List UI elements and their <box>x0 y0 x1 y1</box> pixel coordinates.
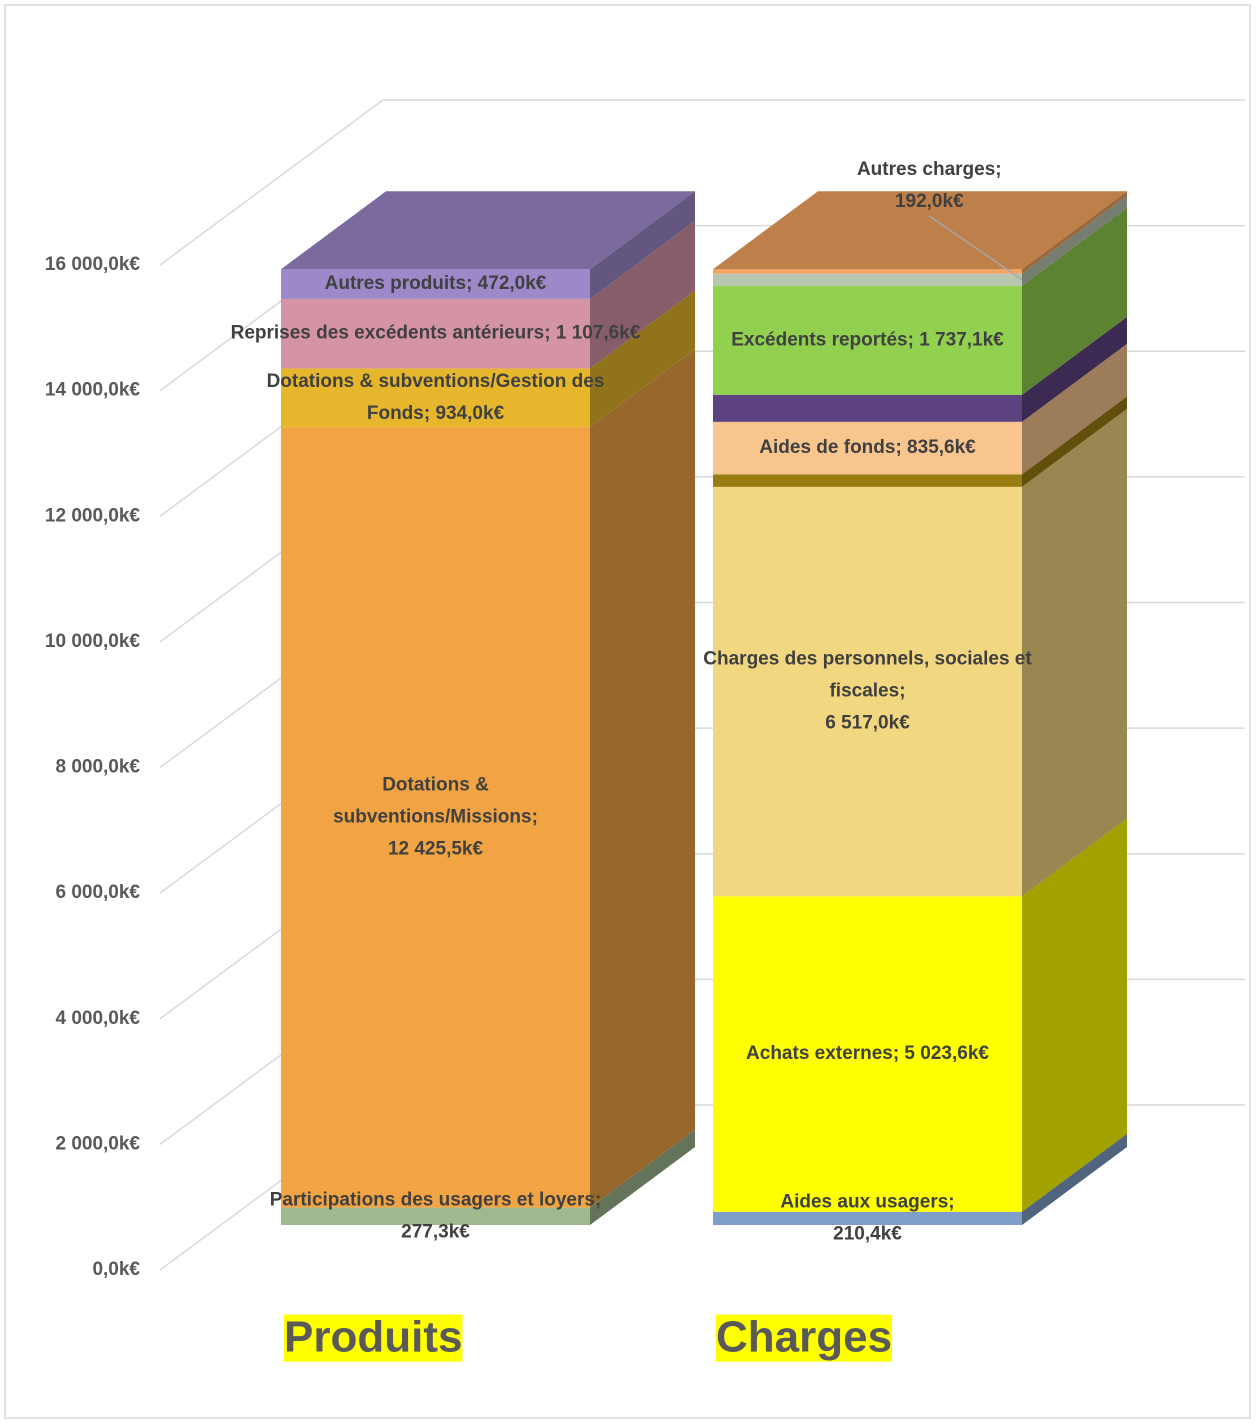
y-tick-label: 4 000,0k€ <box>55 1008 140 1029</box>
bar-segment <box>713 421 1022 475</box>
category-highlight <box>716 1314 893 1362</box>
data-label: subventions/Missions; <box>333 806 538 827</box>
grid-line <box>159 99 1245 266</box>
category-label: Charges <box>716 1313 892 1362</box>
data-label: Dotations & <box>382 774 489 795</box>
bar-segment-side <box>1022 343 1127 475</box>
bar-segment <box>713 474 1022 487</box>
y-tick-label: 10 000,0k€ <box>45 631 141 652</box>
data-label: 277,3k€ <box>401 1221 470 1242</box>
bar-segment <box>713 285 1022 395</box>
bar-segment-side <box>1022 396 1127 487</box>
y-tick-label: 8 000,0k€ <box>55 757 140 778</box>
bar-segment <box>713 1211 1022 1225</box>
bar-segment <box>281 298 590 369</box>
data-label: Dotations & subventions/Gestion des <box>267 371 605 392</box>
data-label: Participations des usagers et loyers; <box>270 1189 602 1210</box>
bar-segment-side <box>1022 818 1127 1212</box>
data-label: Fonds; 934,0k€ <box>367 403 505 424</box>
y-tick-label: 6 000,0k€ <box>55 882 140 903</box>
data-label: Aides de fonds; 835,6k€ <box>759 437 976 458</box>
bar-segment <box>281 1207 590 1225</box>
bar-segment <box>713 273 1022 286</box>
data-label: Charges des personnels, sociales et <box>703 649 1032 670</box>
y-tick-label: 16 000,0k€ <box>45 254 141 275</box>
bar-segment-side <box>1022 408 1127 897</box>
bar-segment-side <box>590 349 695 1208</box>
bar-segment-side <box>1022 195 1127 286</box>
bar-segment <box>713 486 1022 897</box>
leader-line <box>928 215 1023 281</box>
data-label: 12 425,5k€ <box>388 838 484 859</box>
y-tick-label: 0,0k€ <box>92 1259 140 1280</box>
y-tick-label: 14 000,0k€ <box>45 380 141 401</box>
bar-segment-side <box>1022 191 1127 274</box>
bar-segment <box>713 394 1022 422</box>
data-label: fiscales; <box>829 681 905 702</box>
bar-segment <box>281 269 590 299</box>
data-label: Autres charges; <box>857 159 1002 180</box>
data-label: 192,0k€ <box>895 191 964 212</box>
category-label: Produits <box>284 1313 462 1362</box>
data-label: Achats externes; 5 023,6k€ <box>746 1043 989 1064</box>
bar-segment-side <box>1022 207 1127 395</box>
category-highlight <box>284 1314 463 1362</box>
bar-segment-side <box>1022 1133 1127 1225</box>
bar-segment <box>713 269 1022 274</box>
data-label: Aides aux usagers; <box>780 1191 954 1212</box>
bar-top <box>713 191 1127 270</box>
bar-top <box>281 191 695 270</box>
bar-segment-side <box>590 191 695 299</box>
bar-segment-side <box>590 290 695 428</box>
data-label: 6 517,0k€ <box>825 713 910 734</box>
bar-segment <box>713 896 1022 1212</box>
data-label: Autres produits; 472,0k€ <box>325 273 547 294</box>
data-label: Reprises des excédents antérieurs; 1 107… <box>231 323 641 344</box>
bar-segment <box>281 427 590 1208</box>
data-label: Excédents reportés; 1 737,1k€ <box>731 329 1004 350</box>
bar-segment <box>281 368 590 428</box>
data-label: 210,4k€ <box>833 1223 902 1244</box>
y-tick-label: 2 000,0k€ <box>55 1133 140 1154</box>
bar-segment-side <box>590 220 695 369</box>
bar-segment-side <box>590 1129 695 1225</box>
bar-segment-side <box>1022 316 1127 422</box>
y-tick-label: 12 000,0k€ <box>45 505 141 526</box>
